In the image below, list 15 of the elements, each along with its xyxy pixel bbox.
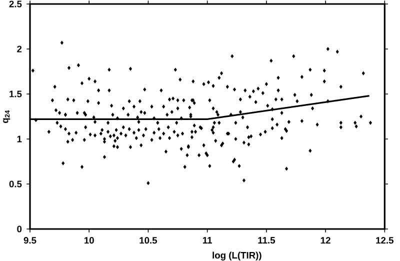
x-tick-label: 12.5	[376, 237, 394, 244]
x-tick-label: 11	[202, 237, 212, 244]
x-tick-label: 11.5	[258, 237, 276, 244]
y-axis-title: q$_{24}$	[3, 110, 10, 124]
x-axis-title: log (L(TIR))	[212, 252, 262, 260]
x-tick-label: 12	[320, 237, 330, 244]
y-tick-label: 2.5	[9, 0, 22, 8]
y-tick-label: 1.5	[10, 90, 22, 98]
x-tick-label: 10	[84, 237, 94, 244]
y-tick-label: 2	[17, 46, 22, 52]
y-tick-label: 1	[17, 136, 22, 142]
y-tick-label: 0	[17, 226, 22, 232]
x-tick-label: 9.5	[24, 237, 36, 244]
x-tick-label: 10.5	[140, 237, 158, 244]
y-tick-label: 0.5	[9, 180, 22, 188]
